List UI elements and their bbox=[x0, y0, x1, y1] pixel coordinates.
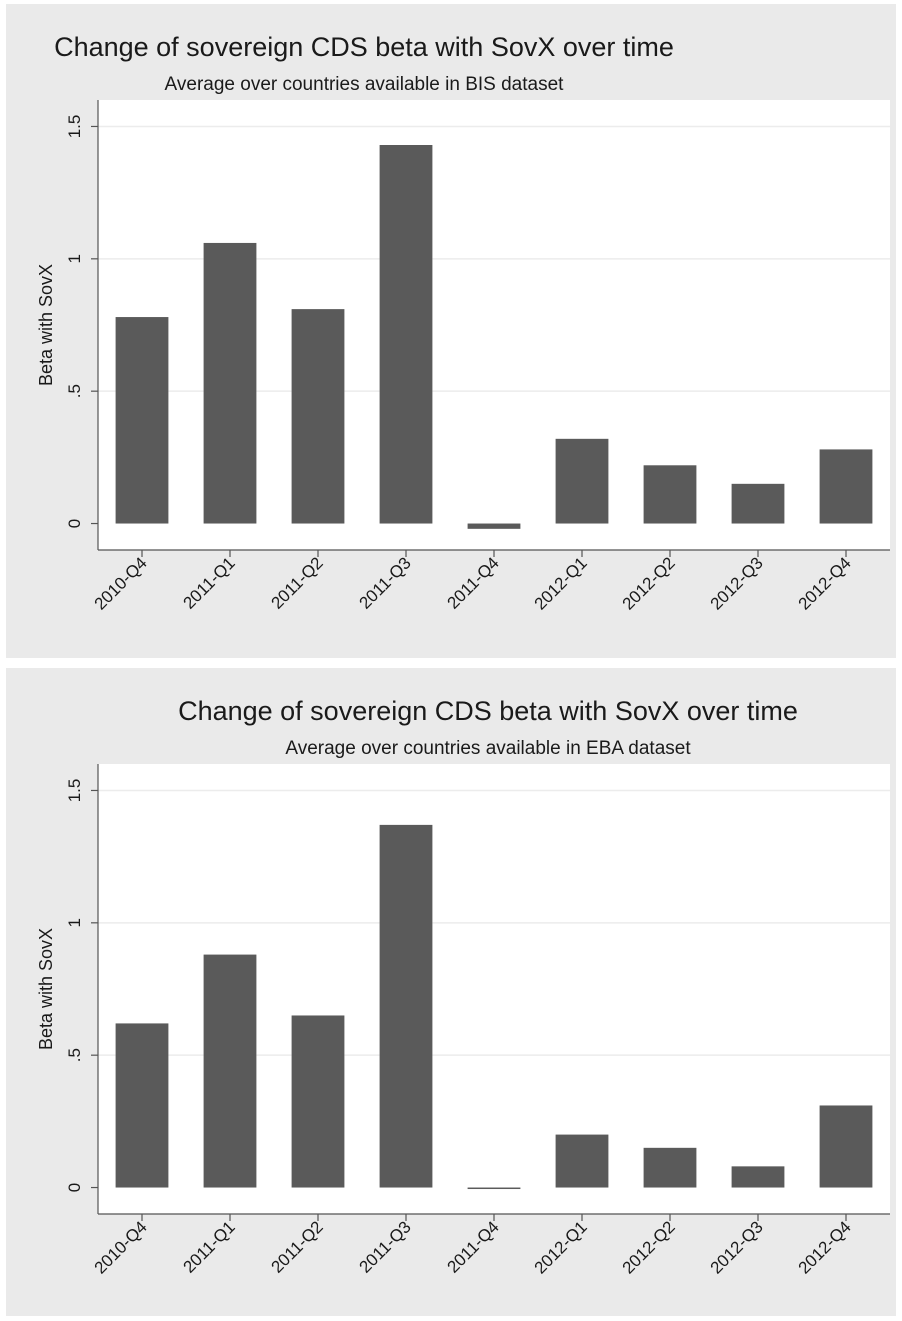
chart-eba: Change of sovereign CDS beta with SovX o… bbox=[36, 696, 890, 1278]
x-tick-label: 2012-Q3 bbox=[707, 553, 767, 613]
x-tick-label: 2012-Q1 bbox=[531, 553, 591, 613]
x-tick-label: 2012-Q2 bbox=[619, 553, 679, 613]
bar-2010-Q4 bbox=[115, 317, 169, 524]
y-tick-label: 1 bbox=[65, 918, 84, 927]
chart-title: Change of sovereign CDS beta with SovX o… bbox=[178, 696, 798, 726]
bar-2012-Q4 bbox=[819, 449, 873, 524]
y-tick-label: 0 bbox=[65, 1183, 84, 1192]
y-tick-label: .5 bbox=[65, 384, 84, 398]
chart-title: Change of sovereign CDS beta with SovX o… bbox=[54, 32, 674, 62]
bar-2011-Q4 bbox=[467, 1187, 521, 1190]
x-tick-label: 2012-Q2 bbox=[619, 1217, 679, 1277]
x-tick-label: 2010-Q4 bbox=[91, 553, 151, 613]
bar-2012-Q3 bbox=[731, 483, 785, 524]
y-tick-label: 1.5 bbox=[65, 779, 84, 803]
bar-2010-Q4 bbox=[115, 1023, 169, 1188]
bar-2011-Q1 bbox=[203, 242, 257, 524]
x-tick-label: 2012-Q4 bbox=[795, 1217, 855, 1277]
bar-2012-Q1 bbox=[555, 1134, 609, 1188]
chart-subtitle: Average over countries available in BIS … bbox=[165, 74, 565, 95]
bar-2011-Q2 bbox=[291, 309, 345, 524]
x-tick-label: 2012-Q3 bbox=[707, 1217, 767, 1277]
x-tick-label: 2011-Q1 bbox=[179, 553, 238, 612]
x-tick-label: 2011-Q2 bbox=[267, 1217, 326, 1276]
bar-2012-Q1 bbox=[555, 438, 609, 524]
x-tick-label: 2011-Q3 bbox=[355, 553, 414, 612]
bar-2012-Q2 bbox=[643, 1147, 697, 1188]
y-tick-label: .5 bbox=[65, 1048, 84, 1062]
bar-2011-Q2 bbox=[291, 1015, 345, 1188]
chart-panel-bis: Change of sovereign CDS beta with SovX o… bbox=[6, 4, 896, 658]
bar-2012-Q2 bbox=[643, 465, 697, 524]
x-tick-label: 2011-Q2 bbox=[267, 553, 326, 612]
chart-subtitle: Average over countries available in EBA … bbox=[285, 738, 691, 759]
y-axis-label: Beta with SovX bbox=[36, 928, 56, 1050]
chart-bis: Change of sovereign CDS beta with SovX o… bbox=[36, 32, 890, 614]
bar-2011-Q3 bbox=[379, 145, 433, 524]
y-tick-label: 1 bbox=[65, 254, 84, 263]
x-tick-label: 2010-Q4 bbox=[91, 1217, 151, 1277]
x-tick-label: 2012-Q1 bbox=[531, 1217, 591, 1277]
y-tick-label: 0 bbox=[65, 519, 84, 528]
chart-panel-eba: Change of sovereign CDS beta with SovX o… bbox=[6, 668, 896, 1316]
bar-2011-Q4 bbox=[467, 523, 521, 529]
x-tick-label: 2011-Q4 bbox=[443, 553, 502, 612]
bar-2012-Q4 bbox=[819, 1105, 873, 1188]
x-tick-label: 2011-Q3 bbox=[355, 1217, 414, 1276]
y-axis-label: Beta with SovX bbox=[36, 264, 56, 386]
x-tick-label: 2011-Q1 bbox=[179, 1217, 238, 1276]
bar-2011-Q1 bbox=[203, 954, 257, 1188]
y-tick-label: 1.5 bbox=[65, 115, 84, 139]
bar-2011-Q3 bbox=[379, 824, 433, 1188]
bar-2012-Q3 bbox=[731, 1166, 785, 1188]
x-tick-label: 2012-Q4 bbox=[795, 553, 855, 613]
x-tick-label: 2011-Q4 bbox=[443, 1217, 502, 1276]
